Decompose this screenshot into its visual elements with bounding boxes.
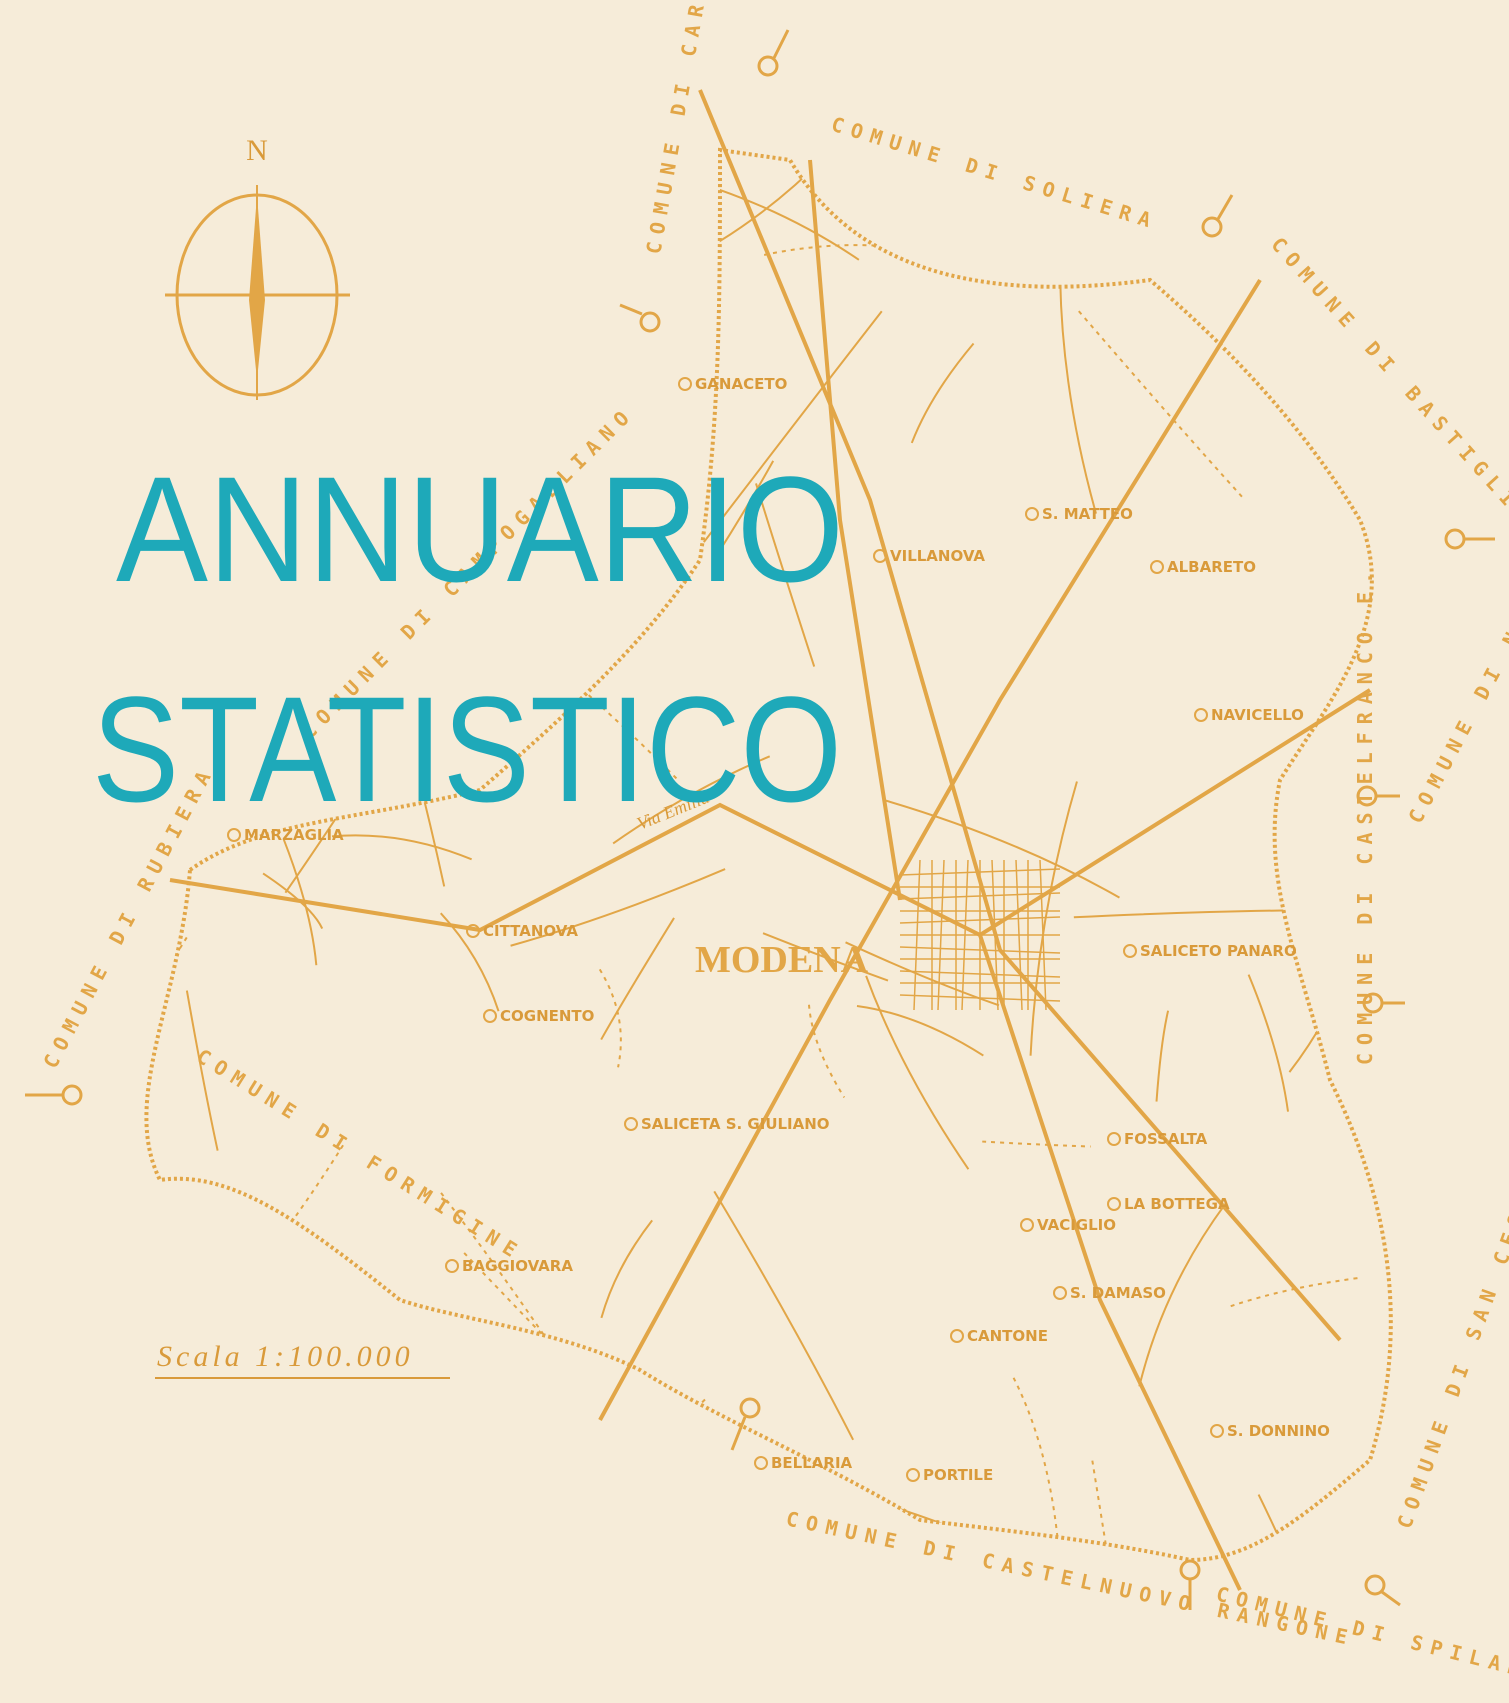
compass-label: N [246, 134, 268, 167]
place-label: LA BOTTEGA [1124, 1195, 1230, 1213]
place-label: VACIGLIO [1037, 1216, 1116, 1234]
comune-label: COMUNE DI CASTELFRANCO E. [1353, 564, 1377, 1065]
title-line-1: ANNUARIO [116, 445, 844, 613]
place-label: COGNENTO [500, 1007, 594, 1025]
place-label: FOSSALTA [1124, 1130, 1208, 1148]
place-label: S. MATTEO [1042, 505, 1133, 523]
scale-label: Scala 1:100.000 [157, 1340, 414, 1373]
place-label: BELLARIA [771, 1454, 853, 1472]
place-label: SALICETO PANARO [1140, 942, 1297, 960]
place-label: CANTONE [967, 1327, 1048, 1345]
cover: N GANACETO VILLANOVA S. MATTEO ALBARETO NAVI… [0, 0, 1509, 1703]
place-label: VILLANOVA [890, 547, 985, 565]
place-label: GANACETO [695, 375, 787, 393]
title-line-2: STATISTICO [92, 665, 842, 833]
place-label: SALICETA S. GIULIANO [641, 1115, 830, 1133]
place-label: CITTANOVA [483, 922, 578, 940]
place-label: S. DONNINO [1227, 1422, 1330, 1440]
place-label: ALBARETO [1167, 558, 1256, 576]
city-label: MODENA [695, 939, 869, 981]
place-label: PORTILE [923, 1466, 993, 1484]
place-label: NAVICELLO [1211, 706, 1304, 724]
place-label: S. DAMASO [1070, 1284, 1166, 1302]
